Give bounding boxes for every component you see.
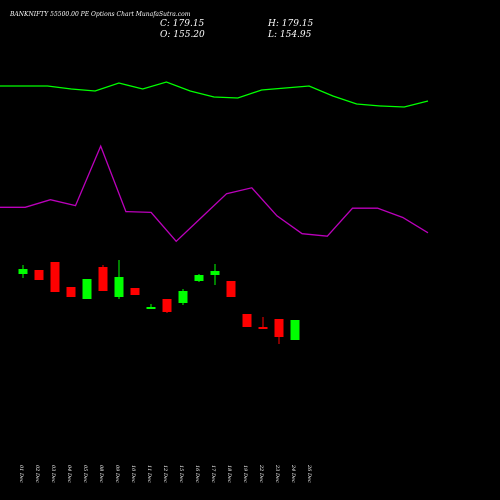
x-axis-ticks: 01 Dec 02 Dec 03 Dec 04 Dec 05 Dec 08 Dec 09 D… — [18, 464, 312, 483]
candle-body — [66, 287, 76, 297]
x-tick-label: 26 Dec — [306, 464, 312, 483]
candle-body — [18, 269, 28, 274]
candle-body — [130, 288, 140, 295]
x-tick-label: 22 Dec — [258, 464, 264, 483]
x-tick-label: 17 Dec — [210, 465, 216, 483]
x-tick-label: 01 Dec — [18, 465, 24, 483]
x-tick-label: 23 Dec — [274, 464, 280, 483]
candle-body — [290, 320, 300, 340]
x-tick-label: 18 Dec — [226, 465, 232, 483]
x-tick-label: 16 Dec — [194, 465, 200, 483]
high-value: H: 179.15 — [267, 19, 314, 29]
upper-line-series — [0, 81, 429, 108]
x-tick-label: 15 Dec — [178, 465, 184, 483]
candle-body — [146, 307, 156, 309]
x-tick-label: 24 Dec — [290, 464, 296, 483]
candle-body — [194, 275, 204, 281]
candle-body — [162, 299, 172, 312]
chart-title: BANKNIFTY 55500.00 PE Options Chart Muna… — [9, 11, 191, 18]
x-tick-label: 09 Dec — [114, 465, 120, 483]
candle-body — [242, 314, 252, 327]
candle-body — [258, 327, 268, 329]
candle-body — [178, 291, 188, 303]
candle-body — [34, 270, 44, 280]
close-value: C: 179.15 — [160, 19, 205, 29]
x-tick-label: 03 Dec — [50, 465, 56, 483]
candle-body — [50, 262, 60, 292]
candle-body — [210, 271, 220, 275]
x-tick-label: 11 Dec — [146, 465, 152, 483]
candle-body — [98, 267, 108, 291]
candle-body — [226, 281, 236, 297]
candle-body — [274, 319, 284, 337]
candle-body — [114, 277, 124, 297]
x-tick-label: 04 Dec — [66, 465, 72, 483]
candles-group — [18, 260, 300, 344]
x-tick-label: 05 Dec — [82, 465, 88, 483]
lower-line-series — [0, 144, 429, 243]
x-tick-label: 08 Dec — [98, 465, 104, 483]
low-value: L: 154.95 — [267, 30, 312, 40]
x-tick-label: 12 Dec — [162, 465, 168, 483]
x-tick-label: 02 Dec — [34, 465, 40, 483]
x-tick-label: 19 Dec — [242, 465, 248, 483]
candle-body — [82, 279, 92, 299]
x-tick-label: 10 Dec — [130, 465, 136, 483]
open-value: O: 155.20 — [160, 30, 205, 40]
